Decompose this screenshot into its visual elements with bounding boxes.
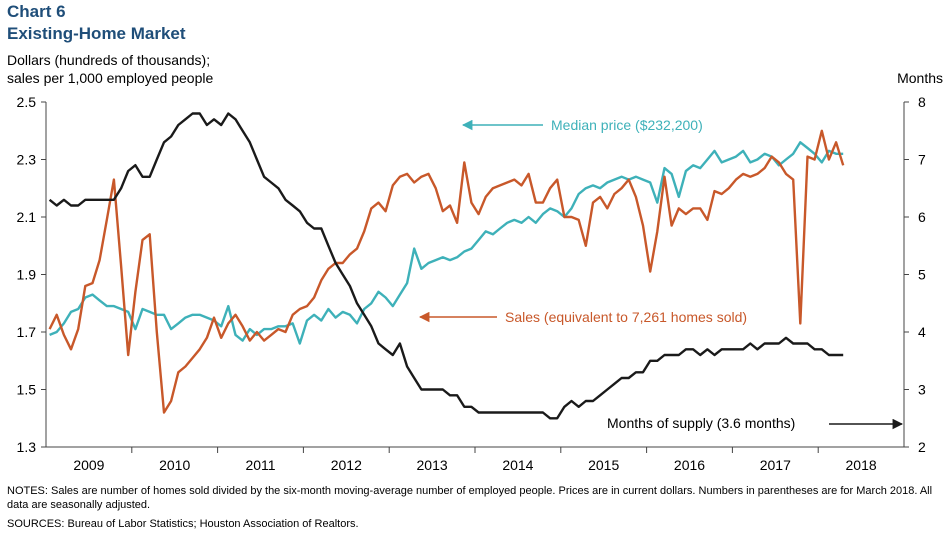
chart-notes: NOTES: Sales are number of homes sold di…: [7, 485, 933, 511]
y-left-axis-label-line1: Dollars (hundreds of thousands);: [7, 52, 211, 68]
x-tick-label: 2015: [588, 457, 619, 473]
median-price-line: [49, 141, 844, 345]
y-left-axis-label-line2: sales per 1,000 employed people: [7, 70, 214, 86]
x-tick-label: 2011: [245, 457, 275, 473]
sales-line: [48, 129, 845, 414]
months-annotation: Months of supply (3.6 months): [607, 415, 795, 431]
x-tick-label: 2012: [331, 457, 362, 473]
y-left-tick-label: 1.3: [17, 439, 37, 455]
chart-title: Existing-Home Market: [7, 24, 186, 43]
y-right-axis-label: Months: [897, 70, 943, 86]
x-tick-label: 2016: [674, 457, 705, 473]
x-tick-label: 2010: [159, 457, 190, 473]
x-tick-label: 2017: [760, 457, 791, 473]
y-right-tick-label: 3: [918, 382, 926, 398]
y-right-tick-label: 5: [918, 267, 926, 283]
price-annotation: Median price ($232,200): [551, 117, 703, 133]
x-tick-label: 2018: [846, 457, 877, 473]
y-right-tick-label: 4: [918, 324, 926, 340]
months-of-supply-line: [48, 112, 844, 420]
y-right-tick-label: 6: [918, 209, 926, 225]
y-right-tick-label: 2: [918, 439, 926, 455]
x-tick-label: 2013: [417, 457, 448, 473]
y-right-tick-label: 7: [918, 152, 926, 168]
chart-plot: 1.3 1.5 1.7 1.9 2.1 2.3 2.5 2 3 4 5 6 7 8 2009 2010 2011…: [17, 94, 926, 473]
x-tick-label: 2009: [73, 457, 104, 473]
x-tick-label: 2014: [502, 457, 533, 473]
chart-number: Chart 6: [7, 2, 66, 21]
y-left-tick-label: 2.1: [17, 209, 37, 225]
y-left-tick-label: 1.7: [17, 324, 37, 340]
chart-sources: SOURCES: Bureau of Labor Statistics; Hou…: [7, 518, 359, 530]
y-right-tick-label: 8: [918, 94, 926, 110]
y-left-tick-label: 2.3: [17, 152, 37, 168]
y-left-tick-label: 1.5: [17, 382, 37, 398]
y-left-tick-label: 2.5: [17, 94, 37, 110]
sales-annotation: Sales (equivalent to 7,261 homes sold): [505, 309, 747, 325]
y-left-tick-label: 1.9: [17, 267, 37, 283]
